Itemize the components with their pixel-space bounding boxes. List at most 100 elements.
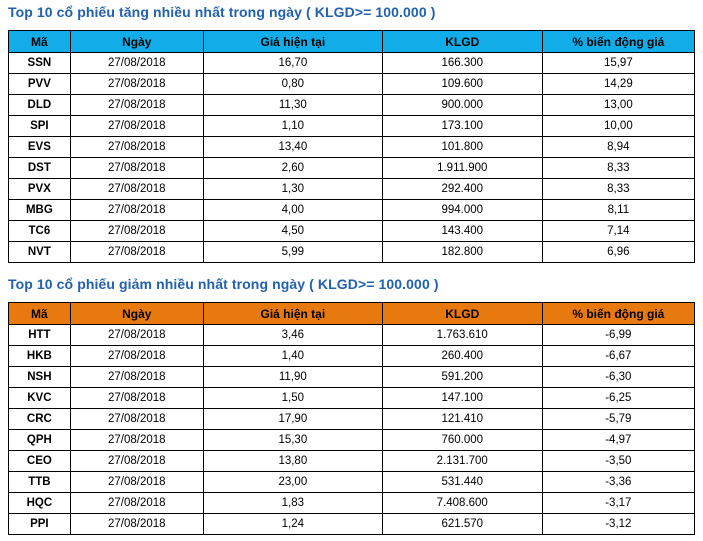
date-cell: 27/08/2018 bbox=[69, 408, 204, 430]
table-row: CRC 27/08/2018 17,90 121.410 -5,79 bbox=[8, 408, 696, 430]
table-header: Mã Ngày Giá hiện tại KLGD% biến động giá bbox=[8, 302, 696, 325]
volume-cell: 760.000 bbox=[381, 429, 543, 451]
date-cell: 27/08/2018 bbox=[69, 157, 204, 179]
ticker-cell: CRC bbox=[8, 408, 71, 430]
ticker-cell: SSN bbox=[8, 52, 71, 74]
column-header: Mã bbox=[8, 302, 71, 325]
current-price-cell: 1,30 bbox=[202, 178, 383, 200]
date-cell: 27/08/2018 bbox=[69, 429, 204, 451]
top-gainers-title: Top 10 cổ phiếu tăng nhiều nhất trong ng… bbox=[8, 4, 436, 20]
date-cell: 27/08/2018 bbox=[69, 241, 204, 263]
top-losers-title: Top 10 cổ phiếu giảm nhiều nhất trong ng… bbox=[8, 276, 439, 292]
volume-cell: 591.200 bbox=[381, 366, 543, 388]
price-change-cell: 7,14 bbox=[541, 220, 696, 242]
current-price-cell: 4,00 bbox=[202, 199, 383, 221]
price-change-cell: 8,33 bbox=[541, 157, 696, 179]
ticker-cell: PVV bbox=[8, 73, 71, 95]
volume-cell: 101.800 bbox=[381, 136, 543, 158]
column-header: % biến động giá bbox=[541, 30, 696, 53]
price-change-cell: -3,36 bbox=[541, 471, 696, 493]
current-price-cell: 1,83 bbox=[202, 492, 383, 514]
table-row: EVS 27/08/2018 13,40 101.800 8,94 bbox=[8, 136, 696, 158]
column-header: Ngày bbox=[69, 302, 204, 325]
price-change-cell: 8,33 bbox=[541, 178, 696, 200]
date-cell: 27/08/2018 bbox=[69, 199, 204, 221]
table-row: SPI 27/08/2018 1,10 173.100 10,00 bbox=[8, 115, 696, 137]
price-change-cell: 15,97 bbox=[541, 52, 696, 74]
ticker-cell: QPH bbox=[8, 429, 71, 451]
date-cell: 27/08/2018 bbox=[69, 492, 204, 514]
volume-cell: 1.763.610 bbox=[381, 324, 543, 346]
price-change-cell: 10,00 bbox=[541, 115, 696, 137]
date-cell: 27/08/2018 bbox=[69, 471, 204, 493]
table-row: QPH 27/08/2018 15,30 760.000 -4,97 bbox=[8, 429, 696, 451]
table-row: MBG 27/08/2018 4,00 994.000 8,11 bbox=[8, 199, 696, 221]
volume-cell: 900.000 bbox=[381, 94, 543, 116]
ticker-cell: DLD bbox=[8, 94, 71, 116]
volume-cell: 621.570 bbox=[381, 513, 543, 535]
table-row: PPI 27/08/2018 1,24 621.570 -3,12 bbox=[8, 513, 696, 535]
ticker-cell: CEO bbox=[8, 450, 71, 472]
volume-cell: 1.911.900 bbox=[381, 157, 543, 179]
table-row: KVC 27/08/2018 1,50 147.100 -6,25 bbox=[8, 387, 696, 409]
current-price-cell: 11,30 bbox=[202, 94, 383, 116]
date-cell: 27/08/2018 bbox=[69, 345, 204, 367]
current-price-cell: 16,70 bbox=[202, 52, 383, 74]
volume-cell: 109.600 bbox=[381, 73, 543, 95]
volume-cell: 531.440 bbox=[381, 471, 543, 493]
date-cell: 27/08/2018 bbox=[69, 220, 204, 242]
price-change-cell: -3,17 bbox=[541, 492, 696, 514]
table-row: DST 27/08/2018 2,60 1.911.900 8,33 bbox=[8, 157, 696, 179]
volume-cell: 7.408.600 bbox=[381, 492, 543, 514]
ticker-cell: NVT bbox=[8, 241, 71, 263]
ticker-cell: TC6 bbox=[8, 220, 71, 242]
column-header: Giá hiện tại bbox=[202, 302, 383, 325]
volume-cell: 260.400 bbox=[381, 345, 543, 367]
top-gainers-section: Top 10 cổ phiếu tăng nhiều nhất trong ng… bbox=[8, 4, 696, 263]
table-row: TC6 27/08/2018 4,50 143.400 7,14 bbox=[8, 220, 696, 242]
price-change-cell: -4,97 bbox=[541, 429, 696, 451]
current-price-cell: 1,10 bbox=[202, 115, 383, 137]
ticker-cell: HTT bbox=[8, 324, 71, 346]
ticker-cell: PVX bbox=[8, 178, 71, 200]
volume-cell: 994.000 bbox=[381, 199, 543, 221]
ticker-cell: KVC bbox=[8, 387, 71, 409]
table-row: HTT 27/08/2018 3,46 1.763.610 -6,99 bbox=[8, 324, 696, 346]
table-row: NVT 27/08/2018 5,99 182.800 6,96 bbox=[8, 241, 696, 263]
current-price-cell: 4,50 bbox=[202, 220, 383, 242]
date-cell: 27/08/2018 bbox=[69, 513, 204, 535]
price-change-cell: -3,12 bbox=[541, 513, 696, 535]
top-losers-section: Top 10 cổ phiếu giảm nhiều nhất trong ng… bbox=[8, 276, 696, 535]
column-header: % biến động giá bbox=[541, 302, 696, 325]
price-change-cell: -6,67 bbox=[541, 345, 696, 367]
table-row: DLD 27/08/2018 11,30 900.000 13,00 bbox=[8, 94, 696, 116]
current-price-cell: 1,40 bbox=[202, 345, 383, 367]
date-cell: 27/08/2018 bbox=[69, 324, 204, 346]
current-price-cell: 1,50 bbox=[202, 387, 383, 409]
date-cell: 27/08/2018 bbox=[69, 387, 204, 409]
ticker-cell: MBG bbox=[8, 199, 71, 221]
price-change-cell: 6,96 bbox=[541, 241, 696, 263]
table-row: TTB 27/08/2018 23,00 531.440 -3,36 bbox=[8, 471, 696, 493]
volume-cell: 2.131.700 bbox=[381, 450, 543, 472]
ticker-cell: SPI bbox=[8, 115, 71, 137]
price-change-cell: -6,30 bbox=[541, 366, 696, 388]
volume-cell: 182.800 bbox=[381, 241, 543, 263]
price-change-cell: -3,50 bbox=[541, 450, 696, 472]
price-change-cell: -6,25 bbox=[541, 387, 696, 409]
column-header: Ngày bbox=[69, 30, 204, 53]
table-row: PVX 27/08/2018 1,30 292.400 8,33 bbox=[8, 178, 696, 200]
date-cell: 27/08/2018 bbox=[69, 52, 204, 74]
ticker-cell: DST bbox=[8, 157, 71, 179]
column-header: KLGD bbox=[381, 30, 543, 53]
price-change-cell: 13,00 bbox=[541, 94, 696, 116]
current-price-cell: 0,80 bbox=[202, 73, 383, 95]
current-price-cell: 13,80 bbox=[202, 450, 383, 472]
table-row: PVV 27/08/2018 0,80 109.600 14,29 bbox=[8, 73, 696, 95]
ticker-cell: HQC bbox=[8, 492, 71, 514]
date-cell: 27/08/2018 bbox=[69, 94, 204, 116]
date-cell: 27/08/2018 bbox=[69, 73, 204, 95]
ticker-cell: PPI bbox=[8, 513, 71, 535]
volume-cell: 292.400 bbox=[381, 178, 543, 200]
